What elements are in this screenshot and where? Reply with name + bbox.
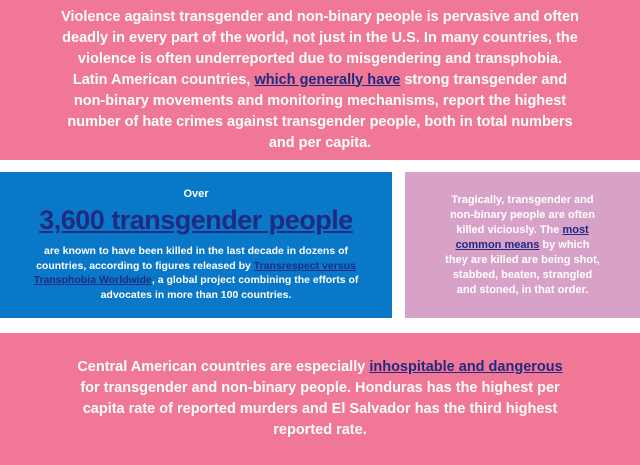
which-generally-have-link[interactable]: which generally have [254, 71, 401, 88]
intro-paragraph: Violence against transgender and non-bin… [61, 8, 579, 151]
central-paragraph: Central American countries are especiall… [77, 359, 563, 438]
most-common-means-link[interactable]: most common means [455, 223, 589, 251]
intro-section: Violence against transgender and non-bin… [0, 0, 640, 160]
headline-stat-link[interactable]: 3,600 transgender people [39, 205, 353, 235]
means-paragraph: Tragically, transgender and non-binary p… [445, 193, 600, 296]
central-america-section: Central American countries are especiall… [0, 333, 640, 465]
stat-description: are known to have been killed in the las… [33, 245, 359, 301]
stat-callout: Over 3,600 transgender people are known … [0, 172, 392, 318]
transrespect-link[interactable]: Transrespect versus Transphobia Worldwid… [33, 259, 356, 287]
means-callout: Tragically, transgender and non-binary p… [405, 172, 640, 318]
over-label: Over [183, 188, 209, 200]
inhospitable-link[interactable]: inhospitable and dangerous [369, 359, 563, 375]
